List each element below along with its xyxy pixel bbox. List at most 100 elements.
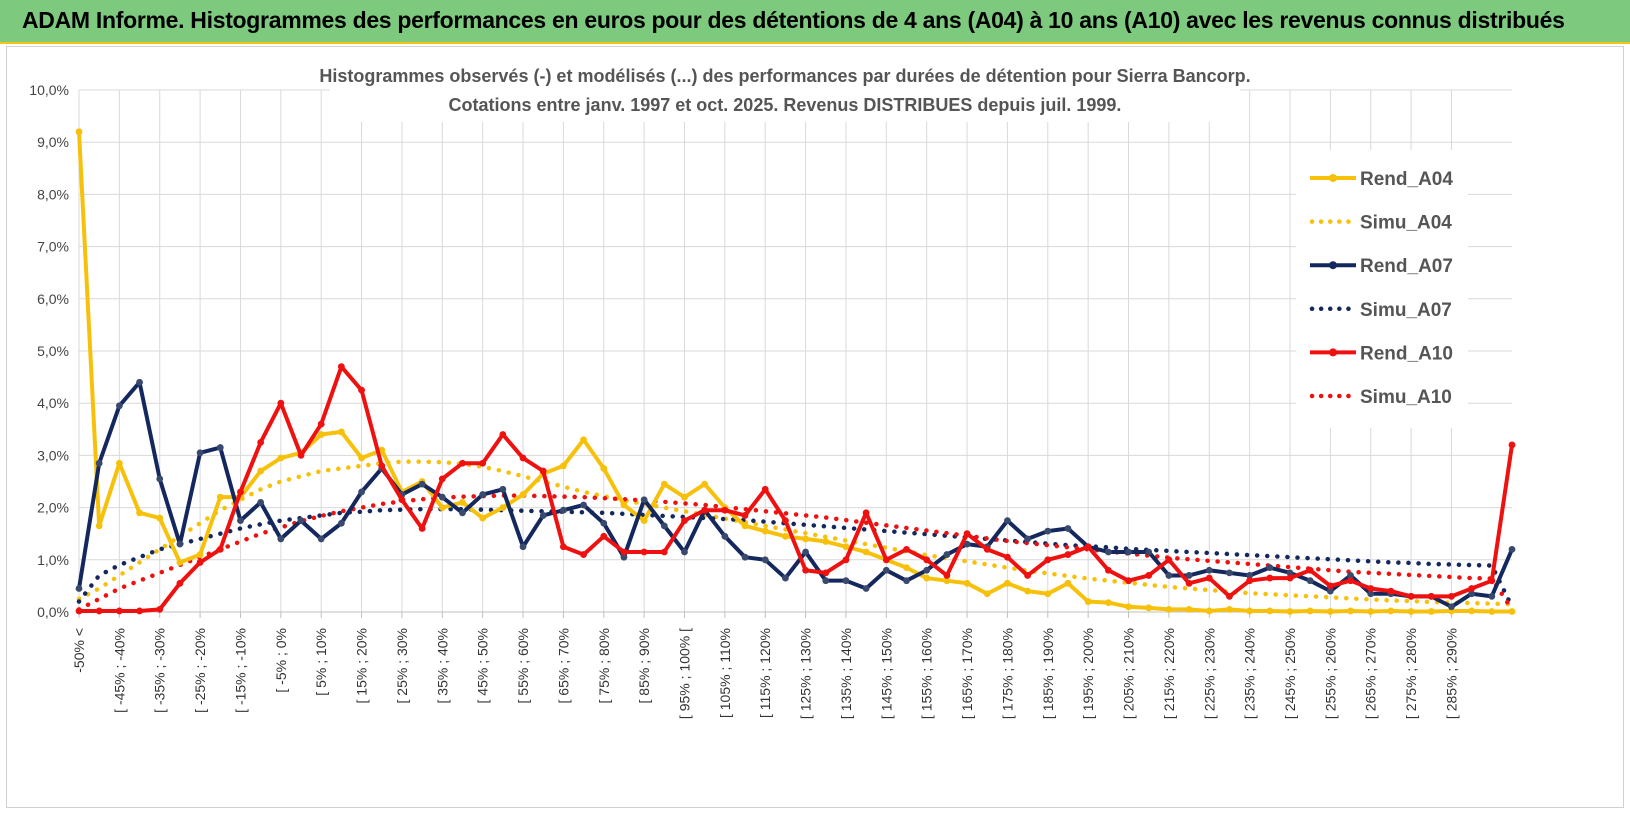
data-point-Rend_A10	[1326, 582, 1334, 590]
x-tick-label: [ 285% ; 290%	[1443, 628, 1459, 719]
data-point-Rend_A10	[559, 543, 567, 551]
data-point-Rend_A07	[297, 517, 305, 525]
x-tick-label: [ 155% ; 160%	[919, 628, 935, 719]
page-title: ADAM Informe. Histogrammes des performan…	[22, 7, 1565, 33]
data-point-Rend_A07	[1226, 569, 1233, 577]
x-tick-label: [ 195% ; 200%	[1080, 628, 1096, 719]
x-tick-label: -50% <	[71, 628, 87, 673]
data-point-Rend_A04	[640, 517, 648, 525]
data-point-Rend_A07	[479, 491, 487, 498]
data-point-Rend_A07	[842, 577, 850, 585]
data-point-Rend_A04	[1407, 608, 1415, 615]
x-tick-label: [ 185% ; 190%	[1040, 628, 1056, 719]
data-point-Rend_A04	[963, 579, 971, 587]
data-point-Rend_A07	[1145, 548, 1153, 556]
data-point-Rend_A10	[1246, 577, 1254, 585]
data-point-Rend_A04	[1165, 605, 1173, 613]
data-point-Rend_A10	[1165, 556, 1173, 564]
data-point-Rend_A04	[559, 462, 567, 470]
x-tick-label: [ 25% ; 30%	[394, 628, 410, 704]
data-point-Rend_A10	[802, 566, 809, 574]
data-point-Rend_A10	[822, 569, 830, 577]
data-point-Rend_A07	[1104, 548, 1112, 556]
data-point-Rend_A10	[176, 579, 184, 587]
x-tick-label: [ 15% ; 20%	[354, 628, 370, 704]
x-tick-label: [ 255% ; 260%	[1322, 628, 1338, 719]
data-point-Rend_A10	[1306, 566, 1314, 574]
data-point-Rend_A10	[1286, 574, 1294, 582]
data-point-Rend_A10	[701, 506, 709, 514]
data-point-Rend_A04	[216, 493, 224, 501]
data-point-Rend_A07	[75, 585, 83, 592]
data-point-Rend_A10	[1448, 592, 1455, 600]
data-point-Rend_A04	[459, 498, 466, 506]
data-point-Rend_A07	[1347, 572, 1354, 579]
data-point-Rend_A07	[539, 512, 547, 519]
data-point-Rend_A10	[115, 607, 123, 615]
data-point-Rend_A04	[156, 514, 164, 522]
data-point-Rend_A07	[1488, 592, 1496, 600]
data-point-Rend_A04	[1185, 605, 1193, 613]
x-tick-label: [ 55% ; 60%	[515, 628, 531, 704]
chart-frame	[6, 46, 1624, 808]
x-tick-label: [ 225% ; 230%	[1201, 628, 1217, 719]
data-point-Rend_A04	[1125, 603, 1132, 611]
data-point-Rend_A07	[317, 535, 325, 543]
data-point-Rend_A07	[257, 498, 265, 506]
data-point-Rend_A04	[196, 551, 204, 558]
data-point-Rend_A10	[1084, 543, 1092, 551]
data-point-Rend_A10	[358, 386, 365, 394]
x-tick-label: [ 215% ; 220%	[1161, 628, 1177, 719]
x-tick-label: [ 205% ; 210%	[1121, 628, 1137, 719]
data-point-Rend_A07	[1165, 572, 1173, 579]
data-point-Rend_A07	[802, 548, 809, 556]
data-point-Rend_A07	[176, 540, 184, 548]
data-point-Rend_A04	[822, 538, 830, 545]
data-point-Rend_A10	[459, 459, 466, 467]
data-point-Rend_A10	[317, 420, 325, 428]
y-tick-label: 5,0%	[37, 343, 69, 359]
data-point-Rend_A10	[1347, 577, 1354, 585]
series-line-Rend_A07	[77, 380, 1514, 609]
data-point-Rend_A10	[1024, 572, 1032, 579]
data-point-Rend_A04	[277, 454, 285, 462]
data-point-Rend_A10	[1407, 592, 1415, 600]
chart-title-line-1: Histogrammes observés (-) et modélisés (…	[319, 66, 1250, 86]
x-tick-label: [ 175% ; 180%	[999, 628, 1015, 719]
y-tick-label: 7,0%	[37, 239, 69, 255]
data-point-Rend_A10	[1468, 585, 1476, 592]
data-point-Rend_A07	[1024, 535, 1032, 543]
data-point-Rend_A10	[862, 509, 870, 517]
header-banner: ADAM Informe. Histogrammes des performan…	[0, 0, 1630, 44]
data-point-Rend_A10	[136, 607, 143, 615]
data-point-Rend_A04	[257, 467, 265, 475]
legend-marker-Rend_A07	[1329, 261, 1337, 270]
data-point-Rend_A07	[459, 509, 466, 517]
data-point-Rend_A10	[983, 545, 991, 553]
data-point-Rend_A04	[519, 491, 527, 498]
data-point-Rend_A04	[95, 522, 103, 530]
x-tick-label: [ 265% ; 270%	[1363, 628, 1379, 719]
data-point-Rend_A04	[1145, 604, 1153, 612]
x-tick-label: [ 165% ; 170%	[959, 628, 975, 719]
data-point-Rend_A07	[1367, 590, 1375, 598]
chart-title-line-2: Cotations entre janv. 1997 et oct. 2025.…	[449, 95, 1122, 115]
data-point-Rend_A04	[983, 590, 991, 598]
data-point-Rend_A07	[1185, 572, 1193, 579]
data-point-Rend_A07	[1468, 590, 1476, 598]
data-point-Rend_A04	[620, 501, 628, 509]
data-point-Rend_A04	[358, 454, 365, 462]
x-tick-label: [ -5% ; 0%	[273, 628, 289, 693]
data-point-Rend_A04	[1286, 608, 1294, 615]
data-point-Rend_A10	[479, 459, 487, 467]
data-point-Rend_A10	[1125, 577, 1132, 585]
data-point-Rend_A07	[1306, 577, 1314, 585]
legend-label-Rend_A04: Rend_A04	[1360, 169, 1453, 190]
data-point-Rend_A07	[216, 444, 224, 451]
data-point-Rend_A04	[1367, 608, 1375, 615]
data-point-Rend_A07	[277, 535, 285, 543]
x-tick-label: [ 65% ; 70%	[555, 628, 571, 704]
x-tick-label: [ 135% ; 140%	[838, 628, 854, 719]
x-tick-label: [ 35% ; 40%	[434, 628, 450, 704]
data-point-Rend_A07	[156, 475, 164, 483]
